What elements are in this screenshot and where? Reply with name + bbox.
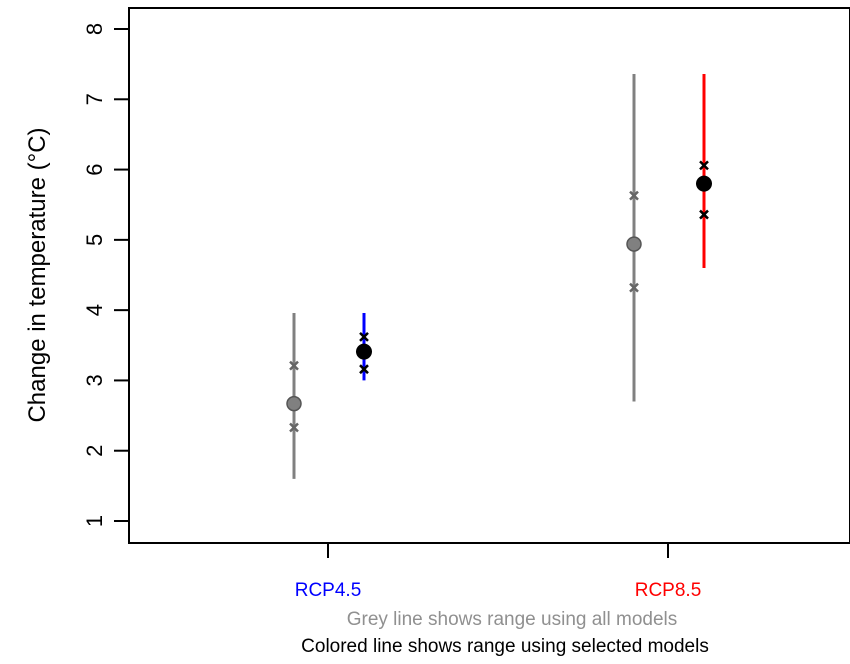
y-tick-label: 7: [82, 93, 107, 105]
data-marks: [286, 160, 712, 433]
y-axis: 1 2 3 4 5 6 7 8: [82, 23, 129, 527]
y-tick-label: 8: [82, 23, 107, 35]
range-lines: [292, 73, 706, 479]
quantile-marker: [629, 190, 639, 201]
quantile-marker: [289, 422, 299, 433]
x-axis: [327, 543, 669, 558]
y-tick-label: 5: [82, 234, 107, 246]
mean-point: [626, 236, 642, 252]
quantile-marker: [359, 364, 369, 375]
colored-line-note: Colored line shows range using selected …: [301, 636, 709, 657]
quantile-marker: [699, 209, 709, 220]
mean-point: [286, 395, 302, 412]
y-axis-label: Change in temperature (°C): [24, 127, 51, 422]
category-label-rcp85: RCP8.5: [634, 580, 702, 601]
plot-frame: [128, 7, 850, 544]
y-tick-label: 2: [82, 445, 107, 457]
y-tick-label: 1: [82, 515, 107, 527]
quantile-marker: [359, 331, 369, 342]
quantile-marker: [629, 282, 639, 293]
y-tick-label: 4: [82, 304, 107, 316]
y-tick-label: 3: [82, 374, 107, 386]
quantile-marker: [699, 160, 709, 171]
y-tick-label: 6: [82, 163, 107, 175]
mean-point: [696, 175, 712, 192]
category-label-rcp45: RCP4.5: [294, 580, 362, 601]
grey-line-note: Grey line shows range using all models: [346, 609, 678, 630]
mean-point: [356, 343, 372, 360]
quantile-marker: [289, 360, 299, 371]
